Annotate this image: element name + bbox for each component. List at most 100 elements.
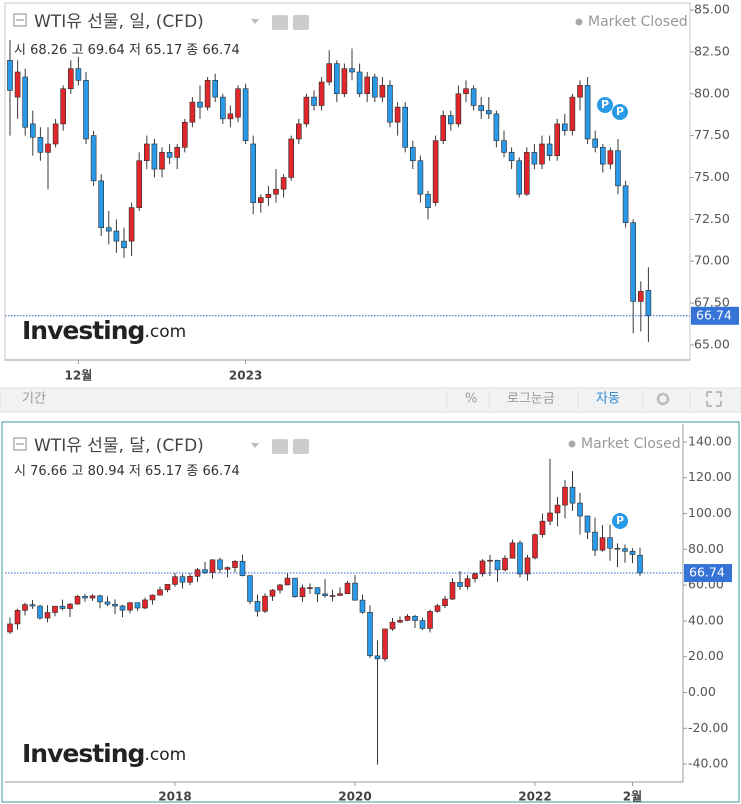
candle-body xyxy=(516,160,523,195)
toolbar-period[interactable]: 기간 xyxy=(22,392,46,407)
last-price-box xyxy=(684,564,732,583)
status-dot xyxy=(568,440,576,448)
candle-body xyxy=(311,96,317,106)
y-tick-label: -20.00 xyxy=(688,720,728,735)
candle-body xyxy=(637,554,643,574)
candle-body xyxy=(417,160,424,195)
candle-body xyxy=(523,152,530,195)
candle-body xyxy=(607,537,613,549)
candle-body xyxy=(394,106,401,123)
candle-body xyxy=(329,595,336,597)
candle-body xyxy=(189,101,196,123)
candle-body xyxy=(449,582,456,600)
candle-body xyxy=(239,560,246,576)
candle-body xyxy=(204,80,211,108)
candle-body xyxy=(254,601,261,612)
candle-body xyxy=(333,63,340,95)
candle-body xyxy=(220,96,226,120)
candle-body xyxy=(224,567,231,570)
candle-body xyxy=(554,123,561,157)
candle-body xyxy=(359,599,366,613)
candle-body xyxy=(202,569,208,573)
fullscreen-icon[interactable] xyxy=(706,391,722,407)
watermark: Investing.com xyxy=(22,316,186,345)
candle-body xyxy=(645,290,652,317)
chart-frame xyxy=(4,2,691,361)
last-price-box xyxy=(691,306,739,325)
visibility-icon[interactable] xyxy=(272,439,288,454)
x-tick-label: 2월 xyxy=(623,789,642,804)
candle-body xyxy=(322,593,328,596)
candle-body xyxy=(622,548,628,552)
y-tick-label: 80.00 xyxy=(688,541,724,556)
candle-body xyxy=(382,628,388,660)
toolbar-log[interactable]: 로그눈금 xyxy=(507,392,555,407)
candle-body xyxy=(447,115,454,125)
candle-body xyxy=(494,559,501,571)
x-tick-label: 12월 xyxy=(65,368,93,383)
settings-icon[interactable] xyxy=(293,15,309,30)
candle-body xyxy=(159,152,165,170)
watermark: Investing.com xyxy=(22,739,186,768)
candle-body xyxy=(52,123,59,145)
candle-body xyxy=(470,88,477,106)
candle-body xyxy=(409,147,416,162)
chart-title: WTI유 선물, 달, (CFD) xyxy=(34,436,204,456)
candle-body xyxy=(295,123,302,140)
candle-body xyxy=(250,143,256,203)
candle-body xyxy=(569,96,576,131)
settings-icon[interactable] xyxy=(293,439,309,454)
y-tick-label: 80.00 xyxy=(694,85,730,100)
candle-body xyxy=(288,138,295,178)
candle-body xyxy=(569,486,576,504)
market-status: Market Closed xyxy=(588,14,688,30)
candle-body xyxy=(493,113,500,141)
candle-body xyxy=(485,110,492,115)
toolbar-percent[interactable]: % xyxy=(465,392,477,407)
chart-title: WTI유 선물, 일, (CFD) xyxy=(34,12,204,32)
collapse-icon[interactable] xyxy=(13,13,27,27)
collapse-icon[interactable] xyxy=(13,437,27,451)
candle-body xyxy=(29,123,36,138)
y-tick-label: 82.50 xyxy=(694,43,730,58)
visibility-icon[interactable] xyxy=(272,15,288,30)
candle-body xyxy=(284,577,291,586)
candle-body xyxy=(37,136,44,153)
candle-body xyxy=(442,598,448,606)
candle-body xyxy=(509,542,516,559)
settings-icon[interactable] xyxy=(656,392,670,406)
candle-body xyxy=(112,603,118,607)
toolbar-auto[interactable]: 자동 xyxy=(596,392,620,407)
candle-body xyxy=(389,621,396,630)
dropdown-icon[interactable] xyxy=(251,443,259,448)
candle-body xyxy=(508,152,515,162)
candle-body xyxy=(427,611,433,629)
candle-body xyxy=(209,559,216,573)
candle-body xyxy=(121,240,127,249)
candle-body xyxy=(273,188,279,195)
candle-body xyxy=(98,180,104,229)
candle-body xyxy=(402,106,409,148)
candle-body xyxy=(592,531,598,551)
candle-body xyxy=(151,143,158,170)
candle-body xyxy=(479,560,486,575)
candle-body xyxy=(318,81,325,106)
candle-body xyxy=(341,68,348,95)
candle-body xyxy=(440,115,447,141)
candle-body xyxy=(134,602,141,609)
candle-body xyxy=(128,207,135,242)
candle-body xyxy=(187,576,193,583)
market-status: Market Closed xyxy=(581,436,681,452)
candle-body xyxy=(314,587,321,595)
event-marker[interactable] xyxy=(597,97,613,113)
candle-body xyxy=(371,76,378,98)
candle-body xyxy=(457,582,463,587)
event-marker[interactable] xyxy=(612,513,628,529)
candle-body xyxy=(142,599,148,609)
event-marker-label: P xyxy=(616,105,624,118)
candle-body xyxy=(127,602,133,611)
candle-body xyxy=(622,185,629,223)
event-marker[interactable] xyxy=(612,104,628,120)
candle-body xyxy=(90,135,97,182)
dropdown-icon[interactable] xyxy=(251,19,259,24)
